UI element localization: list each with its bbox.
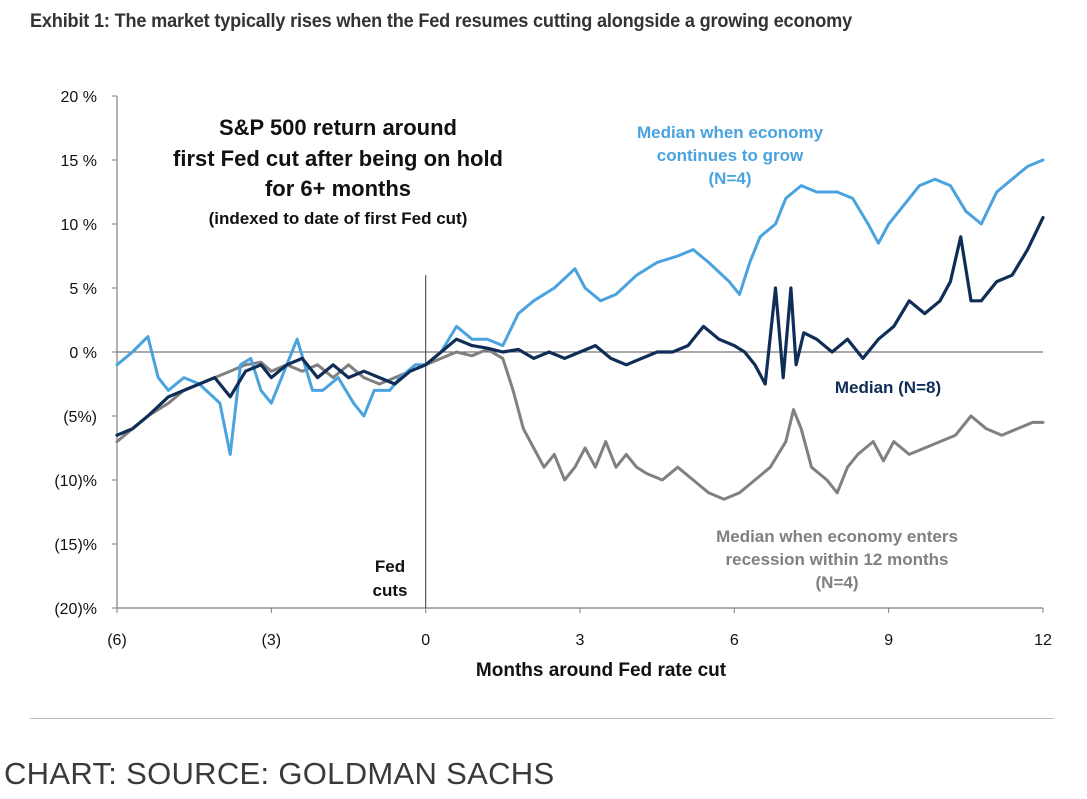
line-chart: 20 % 15 % 10 % 5 % 0 % (5%) (10)% (15)% (20)% (6)… (54, 89, 1052, 681)
recession-series-label-line-2: recession within 12 months (726, 550, 949, 569)
x-tick-label: (3) (262, 632, 282, 649)
chart-annotations: S&P 500 return around first Fed cut afte… (173, 115, 958, 681)
exhibit-title: Exhibit 1: The market typically rises wh… (30, 10, 852, 32)
footer-divider (30, 718, 1054, 719)
y-tick-label: 0 % (69, 345, 97, 362)
fed-cuts-label-line-2: cuts (373, 581, 408, 600)
y-tick-label: 20 % (61, 89, 97, 106)
y-tick-label: (15)% (54, 537, 97, 554)
x-tick-label: 12 (1034, 632, 1052, 649)
y-tick-label: (5%) (63, 409, 97, 426)
y-tick-label: (20)% (54, 601, 97, 618)
median-series-line (115, 216, 1045, 437)
median-series-label: Median (N=8) (835, 378, 941, 397)
chart-axes: 20 % 15 % 10 % 5 % 0 % (5%) (10)% (15)% (20)% (6)… (54, 89, 1052, 649)
growth-series-label-line-3: (N=4) (709, 169, 752, 188)
x-tick-label: 0 (421, 632, 430, 649)
recession-series-label-line-1: Median when economy enters (716, 527, 958, 546)
recession-series-label-line-3: (N=4) (816, 573, 859, 592)
x-tick-label: 6 (730, 632, 739, 649)
y-tick-label: 15 % (61, 153, 97, 170)
recession-series-line (115, 347, 1045, 501)
y-tick-label: 10 % (61, 217, 97, 234)
x-axis-title: Months around Fed rate cut (476, 660, 727, 681)
chart-title-line-1: S&P 500 return around (219, 115, 457, 140)
source-caption: CHART: SOURCE: GOLDMAN SACHS (4, 756, 555, 791)
chart-title-line-3: for 6+ months (265, 176, 411, 201)
chart-title-line-2: first Fed cut after being on hold (173, 146, 503, 171)
y-tick-label: (10)% (54, 473, 97, 490)
x-tick-label: 3 (576, 632, 585, 649)
chart-series-layer (115, 158, 1045, 501)
x-tick-label: (6) (107, 632, 127, 649)
fed-cuts-label-line-1: Fed (375, 557, 405, 576)
chart-subtitle: (indexed to date of first Fed cut) (209, 209, 468, 228)
growth-series-label-line-1: Median when economy (637, 123, 824, 142)
y-tick-label: 5 % (69, 281, 97, 298)
x-tick-label: 9 (884, 632, 893, 649)
growth-series-label-line-2: continues to grow (657, 146, 804, 165)
growth-series-line (115, 158, 1045, 456)
